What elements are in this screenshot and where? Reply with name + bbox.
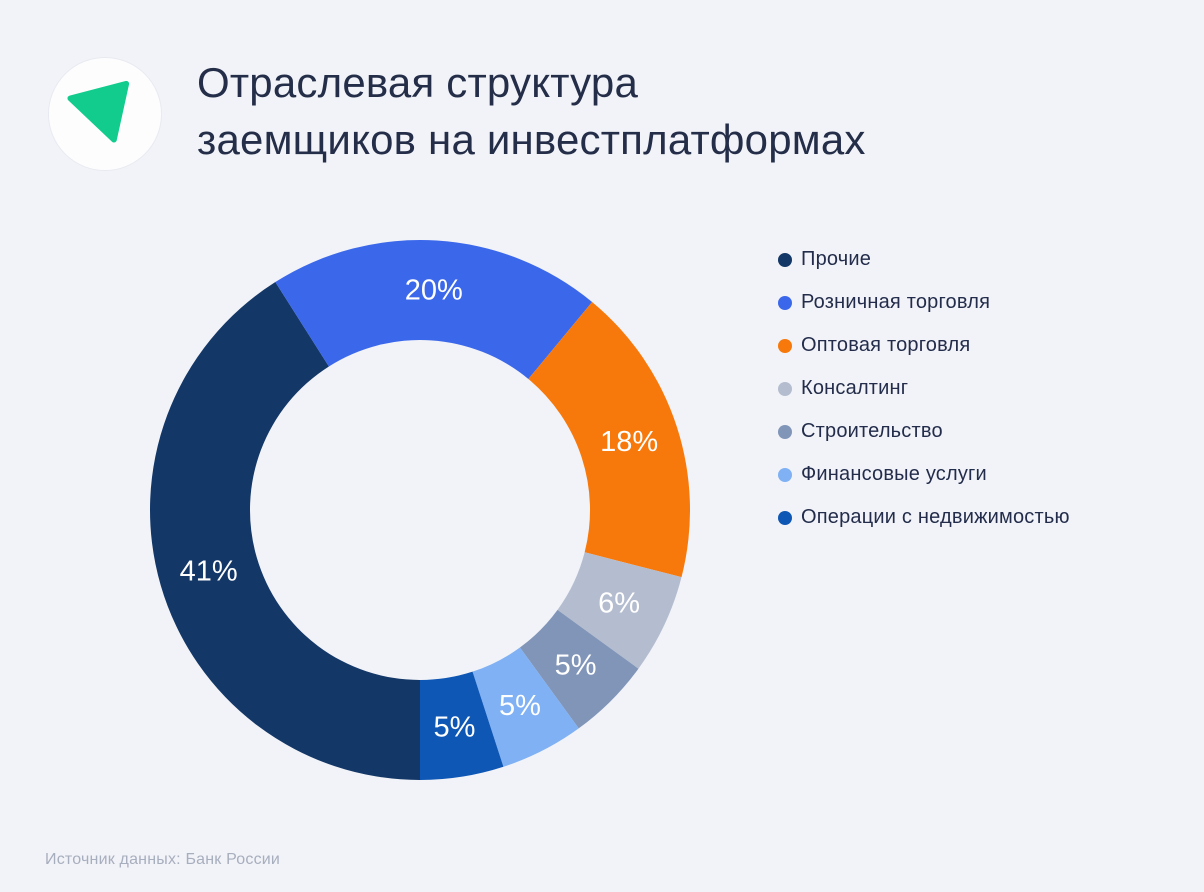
legend-swatch bbox=[778, 252, 792, 267]
legend-item-1: Розничная торговля bbox=[778, 281, 1070, 324]
triangle-shape bbox=[67, 80, 130, 143]
pie-slice-6 bbox=[420, 671, 504, 780]
legend-label: Строительство bbox=[801, 420, 943, 442]
legend-item-3: Консалтинг bbox=[778, 367, 1070, 410]
legend-item-0: Прочие bbox=[778, 238, 1070, 281]
donut-svg: 41%20%18%6%5%5%5% bbox=[150, 240, 690, 780]
legend-label: Розничная торговля bbox=[801, 291, 991, 313]
legend-label: Финансовые услуги bbox=[801, 463, 987, 485]
green-triangle-icon bbox=[67, 80, 130, 143]
legend: Прочие Розничная торговля Оптовая торгов… bbox=[778, 238, 1070, 539]
legend-swatch bbox=[778, 424, 792, 439]
page-title: Отраслевая структура заемщиков на инвест… bbox=[197, 59, 866, 163]
legend-label: Операции с недвижимостью bbox=[801, 506, 1070, 528]
slice-data-label-4: 5% bbox=[555, 650, 597, 682]
slice-data-label-5: 5% bbox=[499, 690, 541, 722]
slice-data-label-6: 5% bbox=[433, 711, 475, 743]
legend-item-6: Операции с недвижимостью bbox=[778, 496, 1070, 539]
slice-data-label-3: 6% bbox=[598, 588, 640, 620]
pie-slice-2 bbox=[528, 301, 690, 578]
legend-label: Прочие bbox=[801, 248, 872, 270]
pie-slice-5 bbox=[472, 647, 579, 767]
legend-swatch bbox=[778, 510, 792, 525]
pie-slice-1 bbox=[275, 240, 593, 380]
pie-slice-3 bbox=[557, 552, 682, 669]
legend-swatch bbox=[778, 338, 792, 353]
slice-data-label-1: 20% bbox=[405, 274, 463, 306]
legend-label: Оптовая торговля bbox=[801, 334, 971, 356]
legend-item-4: Строительство bbox=[778, 410, 1070, 453]
pie-slice-0 bbox=[150, 282, 420, 780]
legend-item-5: Финансовые услуги bbox=[778, 453, 1070, 496]
slice-data-label-0: 41% bbox=[180, 555, 238, 587]
legend-swatch bbox=[778, 467, 792, 482]
pie-slice-4 bbox=[519, 609, 639, 729]
slice-data-label-2: 18% bbox=[600, 426, 658, 458]
source-note: Источник данных: Банк России bbox=[45, 851, 281, 868]
donut-chart: 41% 20% 18% 6% 5% 5% 5% bbox=[150, 240, 690, 780]
legend-swatch bbox=[778, 381, 792, 396]
legend-swatch bbox=[778, 295, 792, 310]
brand-logo bbox=[48, 57, 162, 171]
legend-label: Консалтинг bbox=[801, 377, 909, 399]
legend-item-2: Оптовая торговля bbox=[778, 324, 1070, 367]
